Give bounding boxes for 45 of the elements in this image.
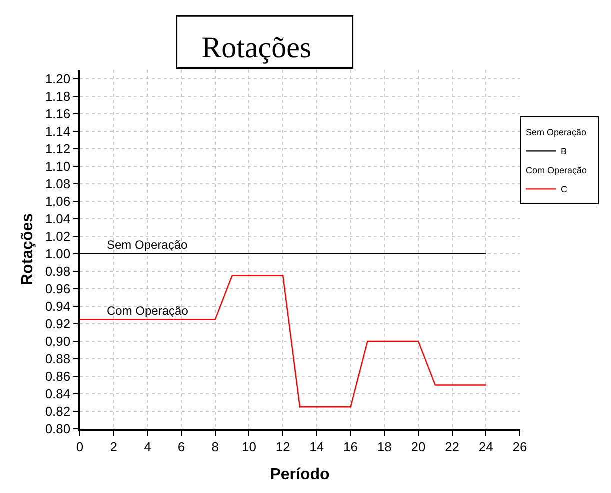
x-tick-label: 6 (178, 439, 186, 454)
x-tick-label: 4 (144, 439, 152, 454)
legend-label: B (561, 146, 568, 157)
x-tick-label: 16 (344, 439, 358, 454)
annotation: Sem Operação (107, 238, 188, 252)
y-tick-label: 0.86 (45, 369, 71, 384)
y-tick-label: 1.16 (45, 106, 71, 122)
y-tick-label: 0.82 (45, 404, 71, 420)
y-tick-label: 1.06 (45, 194, 71, 209)
x-tick-label: 10 (242, 439, 256, 454)
x-tick-label: 8 (212, 439, 219, 454)
x-tick-label: 12 (276, 439, 290, 454)
legend-label: C (561, 184, 568, 195)
y-tick-label: 0.92 (45, 316, 71, 332)
y-tick-label: 0.90 (45, 334, 71, 349)
annotation: Com Operação (107, 304, 189, 318)
y-tick-label: 0.84 (45, 386, 71, 402)
y-tick-label: 1.14 (45, 124, 71, 139)
chart-title: Rotações (202, 31, 312, 64)
y-tick-label: 1.18 (45, 88, 71, 104)
y-axis-title: Rotações (20, 213, 37, 286)
x-tick-label: 14 (310, 439, 324, 454)
y-tick-label: 1.00 (45, 246, 71, 262)
y-tick-label: 1.20 (45, 71, 71, 86)
x-tick-label: 24 (478, 439, 494, 454)
x-tick-label: 20 (411, 439, 426, 454)
y-tick-label: 1.12 (45, 141, 71, 156)
y-tick-label: 1.08 (45, 176, 71, 192)
y-tick-label: 0.88 (45, 352, 71, 366)
text: Com Operação (526, 166, 588, 176)
x-tick-label: 22 (445, 439, 460, 454)
y-tick-label: 1.02 (45, 228, 71, 244)
y-tick-label: 0.94 (45, 298, 71, 314)
x-tick-label: 26 (512, 439, 528, 454)
x-tick-label: 2 (110, 439, 118, 454)
x-axis-title: Período (270, 466, 330, 484)
y-tick-label: 0.80 (45, 422, 71, 437)
y-tick-label: 0.98 (45, 264, 71, 279)
y-tick-label: 1.10 (45, 158, 71, 174)
text: Sem Operação (526, 128, 587, 138)
y-tick-label: 1.04 (45, 211, 71, 226)
y-tick-label: 0.96 (45, 281, 71, 296)
x-tick-label: 18 (377, 439, 392, 454)
x-tick-label: 0 (76, 439, 84, 454)
line-series (80, 275, 487, 408)
